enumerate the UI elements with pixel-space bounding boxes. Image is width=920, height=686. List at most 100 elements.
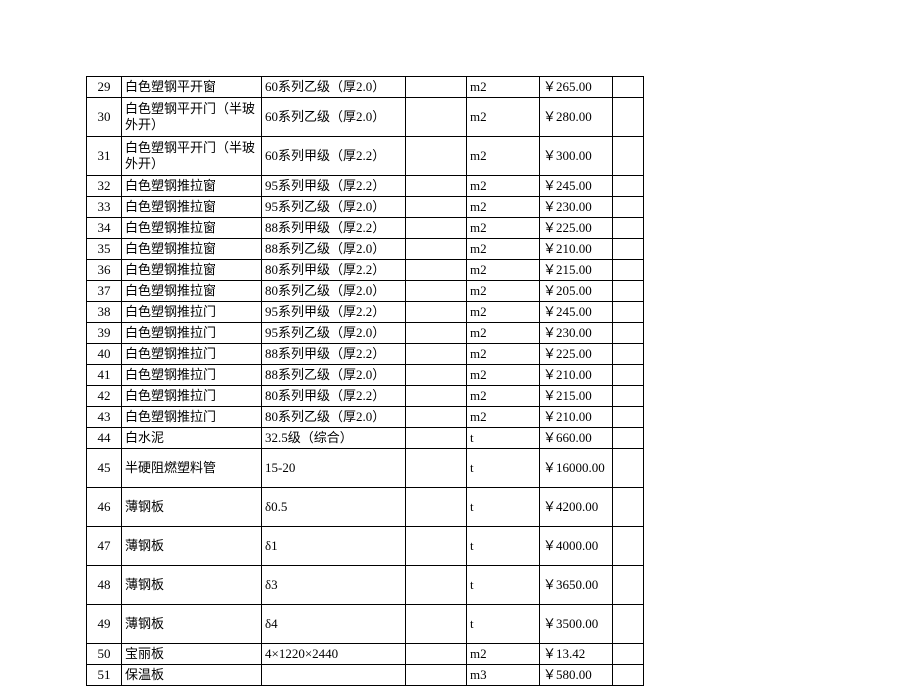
specification: 88系列乙级（厚2.0） [262,239,406,260]
row-number: 34 [87,218,122,239]
table-row: 31白色塑钢平开门（半玻外开）60系列甲级（厚2.2）m2￥300.00 [87,137,644,176]
material-name: 白色塑钢推拉门 [122,365,262,386]
col6 [613,605,644,644]
col6 [613,98,644,137]
price: ￥300.00 [540,137,613,176]
col3 [406,365,467,386]
col6 [613,428,644,449]
material-name: 白色塑钢推拉窗 [122,260,262,281]
row-number: 42 [87,386,122,407]
row-number: 49 [87,605,122,644]
col3 [406,428,467,449]
specification [262,665,406,686]
price: ￥3500.00 [540,605,613,644]
specification: δ1 [262,527,406,566]
price: ￥225.00 [540,344,613,365]
material-name: 白色塑钢平开门（半玻外开） [122,137,262,176]
specification: 80系列甲级（厚2.2） [262,260,406,281]
price: ￥210.00 [540,407,613,428]
specification: 60系列乙级（厚2.0） [262,98,406,137]
row-number: 48 [87,566,122,605]
price: ￥210.00 [540,239,613,260]
col3 [406,137,467,176]
specification: δ0.5 [262,488,406,527]
unit: t [467,566,540,605]
unit: m3 [467,665,540,686]
table-row: 46薄钢板δ0.5 t￥4200.00 [87,488,644,527]
table-row: 32白色塑钢推拉窗95系列甲级（厚2.2）m2￥245.00 [87,176,644,197]
unit: m2 [467,260,540,281]
material-name: 白色塑钢推拉门 [122,407,262,428]
table-row: 35白色塑钢推拉窗88系列乙级（厚2.0）m2￥210.00 [87,239,644,260]
material-name: 白水泥 [122,428,262,449]
material-name: 白色塑钢推拉门 [122,323,262,344]
table-row: 51保温板m3￥580.00 [87,665,644,686]
material-name: 薄钢板 [122,488,262,527]
price: ￥4000.00 [540,527,613,566]
col3 [406,239,467,260]
unit: m2 [467,323,540,344]
specification: 80系列甲级（厚2.2） [262,386,406,407]
row-number: 40 [87,344,122,365]
col3 [406,323,467,344]
col6 [613,137,644,176]
unit: m2 [467,644,540,665]
col6 [613,566,644,605]
price: ￥215.00 [540,386,613,407]
col6 [613,239,644,260]
row-number: 32 [87,176,122,197]
col6 [613,644,644,665]
table-row: 29白色塑钢平开窗60系列乙级（厚2.0）m2￥265.00 [87,77,644,98]
unit: t [467,428,540,449]
table-row: 40白色塑钢推拉门88系列甲级（厚2.2）m2￥225.00 [87,344,644,365]
col6 [613,77,644,98]
specification: 88系列乙级（厚2.0） [262,365,406,386]
specification: 60系列甲级（厚2.2） [262,137,406,176]
col3 [406,488,467,527]
row-number: 46 [87,488,122,527]
col3 [406,176,467,197]
row-number: 35 [87,239,122,260]
unit: t [467,449,540,488]
material-name: 白色塑钢推拉窗 [122,176,262,197]
row-number: 51 [87,665,122,686]
unit: m2 [467,137,540,176]
unit: m2 [467,281,540,302]
material-name: 宝丽板 [122,644,262,665]
specification: 95系列甲级（厚2.2） [262,176,406,197]
material-name: 白色塑钢推拉门 [122,302,262,323]
col3 [406,407,467,428]
table-row: 45半硬阻燃塑料管15-20t￥16000.00 [87,449,644,488]
row-number: 45 [87,449,122,488]
unit: t [467,527,540,566]
row-number: 33 [87,197,122,218]
col3 [406,605,467,644]
price: ￥210.00 [540,365,613,386]
price: ￥265.00 [540,77,613,98]
price: ￥205.00 [540,281,613,302]
specification: 95系列甲级（厚2.2） [262,302,406,323]
table-row: 38白色塑钢推拉门95系列甲级（厚2.2）m2￥245.00 [87,302,644,323]
price: ￥4200.00 [540,488,613,527]
specification: 95系列乙级（厚2.0） [262,197,406,218]
price: ￥16000.00 [540,449,613,488]
price: ￥245.00 [540,176,613,197]
material-name: 薄钢板 [122,566,262,605]
table-row: 48薄钢板δ3t￥3650.00 [87,566,644,605]
material-name: 薄钢板 [122,527,262,566]
table-row: 39白色塑钢推拉门95系列乙级（厚2.0）m2￥230.00 [87,323,644,344]
unit: m2 [467,98,540,137]
col6 [613,344,644,365]
row-number: 29 [87,77,122,98]
table-row: 30白色塑钢平开门（半玻外开）60系列乙级（厚2.0）m2￥280.00 [87,98,644,137]
unit: t [467,488,540,527]
table-row: 37白色塑钢推拉窗80系列乙级（厚2.0）m2￥205.00 [87,281,644,302]
specification: δ4 [262,605,406,644]
unit: m2 [467,218,540,239]
col6 [613,365,644,386]
price: ￥230.00 [540,197,613,218]
price: ￥280.00 [540,98,613,137]
col3 [406,197,467,218]
col6 [613,281,644,302]
table-row: 33白色塑钢推拉窗95系列乙级（厚2.0）m2￥230.00 [87,197,644,218]
